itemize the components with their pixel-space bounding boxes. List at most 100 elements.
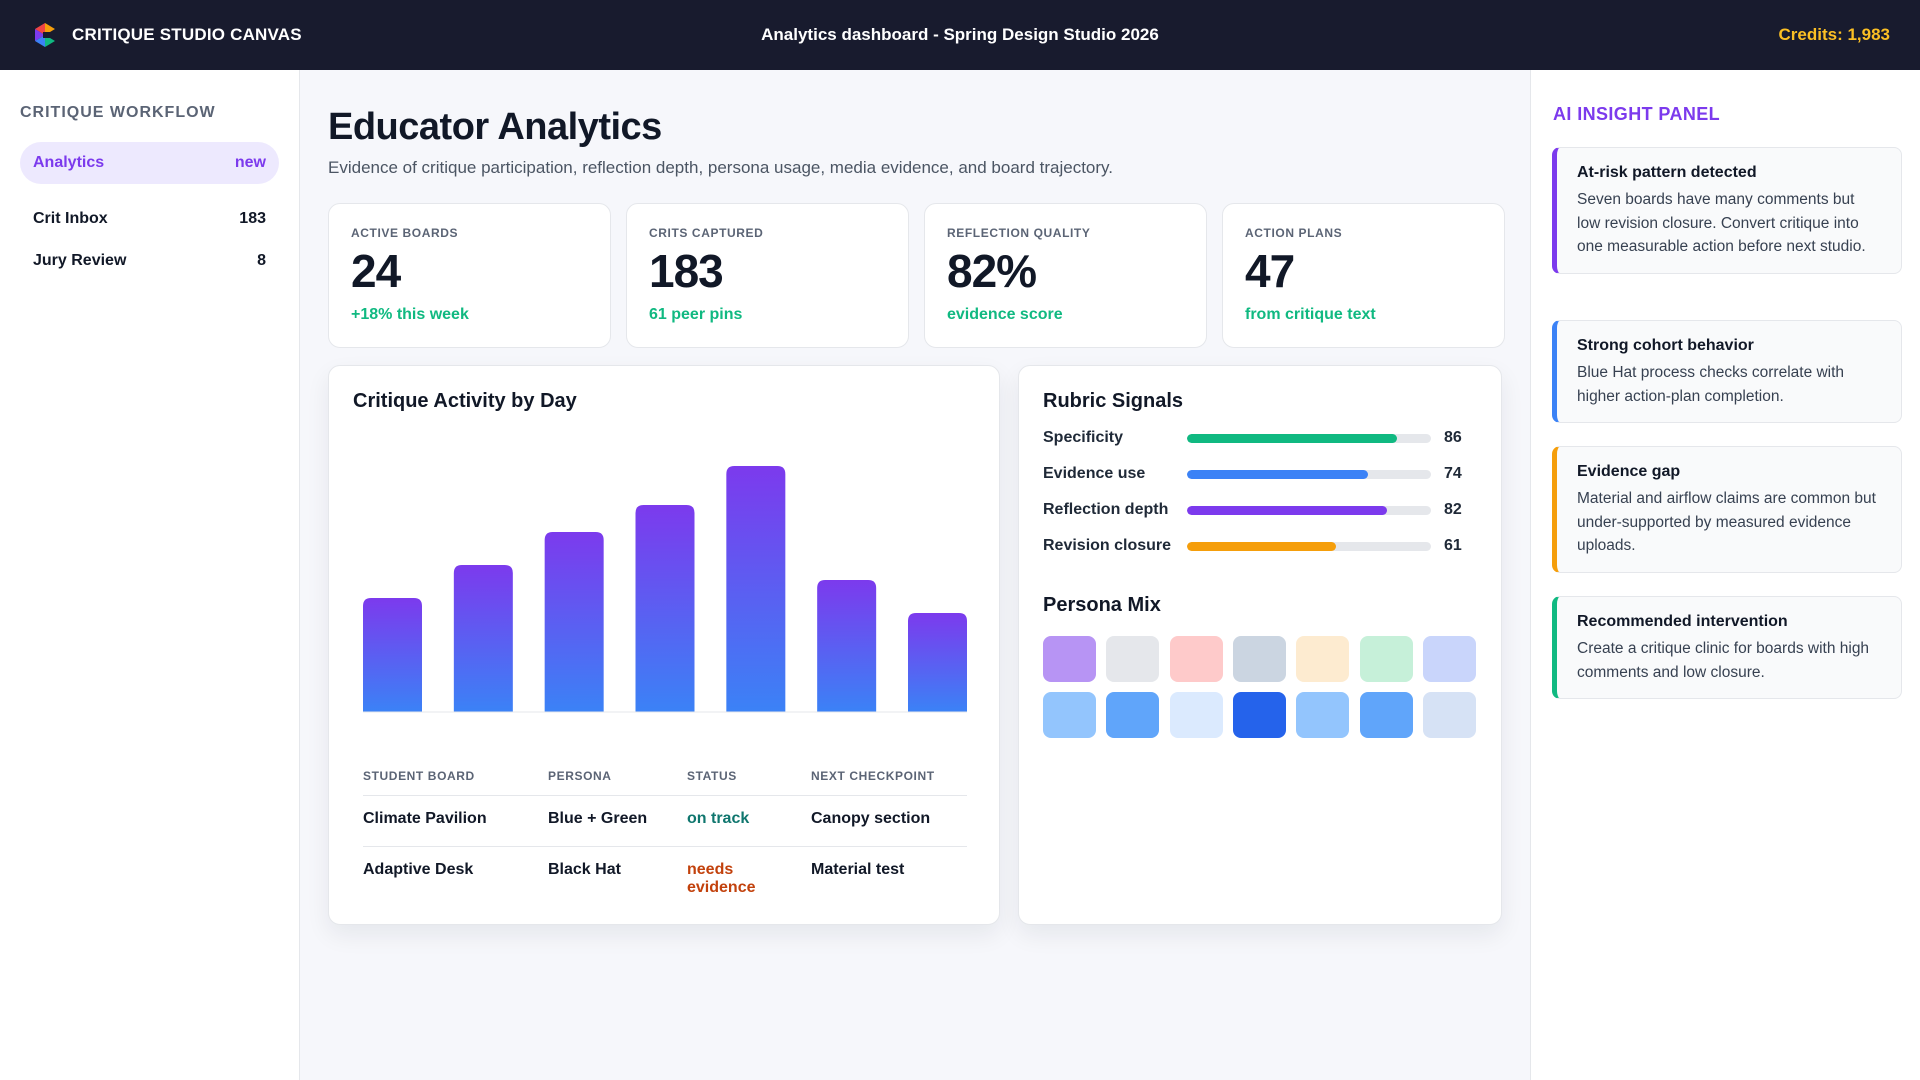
rubric-track	[1187, 541, 1431, 551]
insight-card-at-risk[interactable]: At-risk pattern detected Seven boards ha…	[1552, 147, 1902, 274]
persona-cell: Blue + Green	[548, 810, 648, 827]
rubric-label: Evidence use	[1043, 465, 1146, 482]
insight-card-cohort[interactable]: Strong cohort behavior Blue Hat process …	[1552, 320, 1902, 423]
kpi-trend: 61 peer pins	[649, 306, 743, 323]
board-name-cell: Climate Pavilion	[363, 810, 487, 827]
column-header: STUDENT BOARD	[363, 768, 475, 783]
persona-swatch	[1232, 692, 1286, 738]
credits-badge[interactable]: Credits: 1,983	[1778, 25, 1891, 44]
page-title: Educator Analytics	[328, 106, 662, 148]
persona-swatch	[1169, 692, 1223, 738]
rubric-card: Rubric Signals Specificity 86 Evidence u…	[1018, 365, 1502, 925]
count-badge: 183	[239, 210, 266, 227]
checkpoint-cell: Canopy section	[811, 810, 931, 827]
kpi-trend: +18% this week	[351, 306, 469, 323]
kpi-card-crits-captured: CRITS CAPTURED 183 61 peer pins	[626, 203, 909, 348]
persona-swatch	[1106, 692, 1160, 738]
rubric-label: Reflection depth	[1043, 501, 1169, 518]
sidebar: CRITIQUE WORKFLOW Analytics new Crit Inb…	[0, 70, 300, 1080]
insight-body: Material and airflow claims are common b…	[1577, 490, 1876, 554]
kpi-trend: from critique text	[1245, 306, 1376, 323]
rubric-title: Rubric Signals	[1043, 390, 1184, 412]
sidebar-item-label: Analytics	[33, 154, 105, 171]
app-logo-icon	[35, 23, 55, 47]
activity-bar	[908, 613, 967, 712]
rubric-value: 61	[1444, 537, 1462, 554]
rubric-fill-bar	[1187, 505, 1388, 515]
activity-bar	[453, 565, 513, 712]
column-header: STATUS	[687, 768, 737, 783]
activity-bar	[544, 532, 604, 712]
activity-bar	[817, 580, 877, 712]
count-badge: 8	[257, 252, 266, 269]
insight-title: Evidence gap	[1577, 463, 1681, 480]
persona-swatch	[1422, 692, 1476, 738]
rubric-row-revision-closure: Revision closure 61	[1043, 536, 1473, 556]
rubric-label: Revision closure	[1043, 537, 1172, 554]
persona-swatch	[1422, 636, 1476, 682]
sidebar-item-jury-review[interactable]: Jury Review 8	[20, 240, 279, 282]
persona-swatch	[1106, 636, 1160, 682]
insight-title: Strong cohort behavior	[1577, 337, 1754, 354]
persona-swatch	[1359, 636, 1413, 682]
persona-swatch	[1359, 692, 1413, 738]
top-bar: CRITIQUE STUDIO CANVAS Analytics dashboa…	[0, 0, 1920, 70]
persona-swatch	[1232, 636, 1286, 682]
table-row[interactable]: Climate Pavilion Blue + Green on track C…	[363, 796, 967, 846]
kpi-card-action-plans: ACTION PLANS 47 from critique text	[1222, 203, 1505, 348]
kpi-card-active-boards: ACTIVE BOARDS 24 +18% this week	[328, 203, 611, 348]
kpi-value: 47	[1245, 245, 1295, 297]
insight-body: Seven boards have many comments but low …	[1577, 191, 1866, 255]
persona-mix-title: Persona Mix	[1043, 594, 1161, 616]
status-cell: on track	[687, 810, 750, 827]
board-name-cell: Adaptive Desk	[363, 861, 474, 878]
activity-bar-chart	[363, 466, 967, 713]
persona-swatch	[1296, 636, 1350, 682]
table-row[interactable]: Adaptive Desk Black Hat needs evidence M…	[363, 846, 967, 897]
rubric-value: 74	[1444, 465, 1462, 482]
main-content: Educator Analytics Evidence of critique …	[300, 70, 1530, 1080]
column-header: PERSONA	[548, 768, 612, 783]
rubric-row-reflection-depth: Reflection depth 82	[1043, 500, 1473, 520]
kpi-label: CRITS CAPTURED	[649, 226, 764, 240]
insight-body: Blue Hat process checks correlate with h…	[1577, 364, 1845, 405]
kpi-value: 24	[351, 245, 401, 297]
rubric-fill-bar	[1187, 433, 1397, 443]
kpi-trend: evidence score	[947, 306, 1063, 323]
rubric-track	[1187, 505, 1431, 515]
activity-bar	[363, 598, 422, 712]
ai-panel-heading: AI INSIGHT PANEL	[1553, 104, 1721, 124]
kpi-value: 183	[649, 245, 724, 297]
insight-title: At-risk pattern detected	[1577, 164, 1757, 181]
insight-title: Recommended intervention	[1577, 613, 1788, 630]
persona-cell: Black Hat	[548, 861, 621, 878]
insight-card-evidence-gap[interactable]: Evidence gap Material and airflow claims…	[1552, 446, 1902, 573]
column-header: NEXT CHECKPOINT	[811, 768, 935, 783]
ai-insight-panel: AI INSIGHT PANEL At-risk pattern detecte…	[1530, 70, 1920, 1080]
rubric-fill-bar	[1187, 541, 1336, 551]
sidebar-item-crit-inbox[interactable]: Crit Inbox 183	[20, 198, 279, 240]
persona-swatch	[1043, 636, 1096, 682]
activity-card: Critique Activity by Day STUDENT BOARD P…	[328, 365, 1000, 925]
page-subtitle: Evidence of critique participation, refl…	[328, 158, 1113, 177]
persona-swatch	[1169, 636, 1223, 682]
rubric-track	[1187, 469, 1431, 479]
sidebar-item-analytics[interactable]: Analytics new	[20, 142, 279, 184]
brand[interactable]: CRITIQUE STUDIO CANVAS	[32, 0, 302, 70]
activity-chart-title: Critique Activity by Day	[353, 390, 577, 412]
kpi-label: ACTION PLANS	[1245, 226, 1343, 240]
rubric-value: 86	[1444, 429, 1462, 446]
rubric-row-evidence-use: Evidence use 74	[1043, 464, 1473, 484]
persona-swatch	[1296, 692, 1350, 738]
persona-swatch	[1043, 692, 1096, 738]
table-header: STUDENT BOARD PERSONA STATUS NEXT CHECKP…	[363, 756, 967, 796]
insight-card-intervention[interactable]: Recommended intervention Create a critiq…	[1552, 596, 1902, 699]
kpi-card-reflection-quality: REFLECTION QUALITY 82% evidence score	[924, 203, 1207, 348]
rubric-value: 82	[1444, 501, 1462, 518]
sidebar-item-label: Crit Inbox	[33, 210, 108, 227]
rubric-label: Specificity	[1043, 429, 1124, 446]
kpi-label: ACTIVE BOARDS	[351, 226, 459, 240]
insight-body: Create a critique clinic for boards with…	[1577, 640, 1870, 681]
student-board-table: STUDENT BOARD PERSONA STATUS NEXT CHECKP…	[363, 756, 967, 897]
kpi-label: REFLECTION QUALITY	[947, 226, 1091, 240]
